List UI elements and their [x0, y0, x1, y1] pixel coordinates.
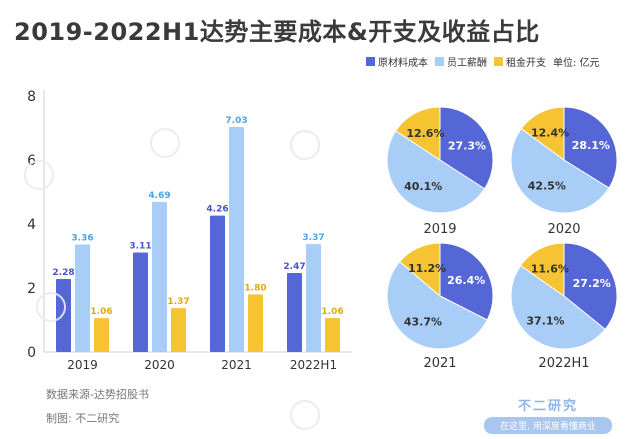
legend: 原材料成本 员工薪酬 租金开支 单位: 亿元: [366, 54, 600, 69]
pie-chart-2019: 27.3% 40.1% 12.6%: [386, 106, 494, 214]
pie-value-label: 42.5%: [528, 179, 566, 192]
pie-year-label: 2020: [547, 222, 581, 237]
bar-value-label: 1.06: [90, 307, 112, 317]
pie-slice: [520, 106, 565, 161]
footer: 数据来源-达势招股书 制图: 不二研究: [46, 386, 149, 434]
x-tick-label: 2022H1: [290, 358, 337, 372]
bar-value-label: 4.26: [206, 205, 228, 215]
pie-slice: [395, 106, 441, 161]
x-tick-label: 2021: [221, 358, 252, 372]
pie-slice: [398, 242, 441, 298]
legend-label: 原材料成本: [378, 58, 428, 69]
y-tick-label: 8: [27, 89, 36, 105]
pie-value-label: 11.6%: [531, 263, 569, 276]
y-tick-label: 2: [27, 281, 36, 297]
watermark-icon: [24, 160, 54, 190]
brand-logo: 不二研究 在这里, 用深度看懂商业: [484, 395, 612, 434]
pie-value-label: 37.1%: [526, 315, 564, 328]
pie-value-label: 26.4%: [447, 274, 485, 287]
bar: [75, 244, 90, 352]
pie-chart-2022h1: 27.2% 37.1% 11.6%: [510, 242, 618, 350]
pie-value-label: 43.7%: [404, 316, 442, 329]
pie-slice: [510, 264, 606, 350]
bar-chart: 024682.283.361.0620193.114.691.3720204.2…: [27, 89, 352, 372]
legend-swatch: [494, 57, 503, 66]
legend-label: 租金开支: [506, 58, 546, 69]
bar: [210, 215, 225, 352]
legend-swatch: [366, 57, 375, 66]
bar-value-label: 3.37: [302, 233, 324, 243]
pie-year-label: 2021: [423, 356, 457, 371]
pie-value-label: 27.3%: [448, 139, 486, 152]
pie-slice: [563, 242, 618, 331]
bar: [325, 318, 340, 352]
pie-slice: [386, 130, 486, 214]
legend-item-rent: 租金开支: [494, 54, 546, 69]
chart-title: 2019-2022H1达势主要成本&开支及收益占比: [14, 18, 540, 46]
bar: [152, 201, 167, 352]
legend-item-staff: 员工薪酬: [435, 54, 487, 69]
x-tick-label: 2019: [67, 358, 98, 372]
pie-chart-2020: 28.1% 42.5% 12.4%: [510, 106, 618, 214]
brand-name: 不二研究: [517, 399, 578, 414]
pie-value-label: 28.1%: [572, 139, 610, 152]
legend-item-raw-materials: 原材料成本: [366, 54, 428, 69]
bar: [287, 272, 302, 352]
bar: [306, 244, 321, 352]
pie-value-label: 40.1%: [404, 180, 442, 193]
y-tick-label: 4: [27, 217, 36, 233]
legend-label: 员工薪酬: [447, 58, 487, 69]
data-source: 数据来源-达势招股书: [46, 388, 149, 401]
pie-value-label: 12.6%: [406, 127, 444, 140]
bar: [94, 318, 109, 352]
watermark-icon: [36, 292, 66, 322]
pie-year-label: 2022H1: [538, 356, 590, 371]
bar-value-label: 2.47: [283, 262, 305, 272]
bar-value-label: 1.80: [244, 283, 266, 293]
watermark-icon: [290, 130, 320, 160]
watermark-icon: [150, 128, 180, 158]
bar-value-label: 3.11: [129, 241, 151, 251]
pie-slice: [386, 260, 488, 350]
pie-slice: [510, 127, 610, 214]
bar: [133, 252, 148, 352]
bar-value-label: 3.36: [71, 233, 93, 243]
chart-maker: 制图: 不二研究: [46, 412, 120, 425]
bar: [171, 308, 186, 352]
watermark-icon: [290, 400, 320, 430]
bar: [229, 127, 244, 352]
bar-value-label: 2.28: [52, 268, 74, 278]
pie-chart-2021: 26.4% 43.7% 11.2%: [386, 242, 494, 350]
bar-value-label: 7.03: [225, 116, 247, 126]
x-tick-label: 2020: [144, 358, 175, 372]
bar-value-label: 1.06: [321, 307, 343, 317]
pie-value-label: 27.2%: [573, 277, 611, 290]
bar-value-label: 4.69: [148, 191, 170, 201]
pie-year-label: 2019: [423, 222, 457, 237]
pie-slice: [439, 242, 494, 321]
bar: [248, 294, 263, 352]
bar-value-label: 1.37: [167, 297, 189, 307]
unit-label: 单位: 亿元: [553, 58, 600, 69]
brand-slogan: 在这里, 用深度看懂商业: [484, 417, 612, 434]
pie-value-label: 12.4%: [531, 127, 569, 140]
pie-slice: [519, 242, 565, 297]
legend-swatch: [435, 57, 444, 66]
y-tick-label: 0: [27, 345, 36, 361]
pie-value-label: 11.2%: [408, 262, 446, 275]
